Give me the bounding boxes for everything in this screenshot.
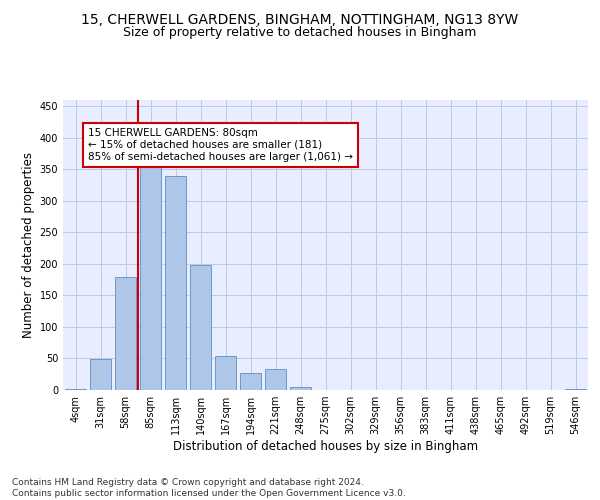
Bar — [65, 388, 86, 390]
Bar — [115, 276, 136, 390]
Bar — [190, 264, 211, 390]
Bar — [165, 176, 186, 390]
Bar — [565, 388, 586, 390]
Text: Size of property relative to detached houses in Bingham: Size of property relative to detached ho… — [124, 26, 476, 39]
Text: Contains HM Land Registry data © Crown copyright and database right 2024.
Contai: Contains HM Land Registry data © Crown c… — [12, 478, 406, 498]
Text: 15 CHERWELL GARDENS: 80sqm
← 15% of detached houses are smaller (181)
85% of sem: 15 CHERWELL GARDENS: 80sqm ← 15% of deta… — [88, 128, 353, 162]
X-axis label: Distribution of detached houses by size in Bingham: Distribution of detached houses by size … — [173, 440, 478, 453]
Bar — [290, 387, 311, 390]
Y-axis label: Number of detached properties: Number of detached properties — [22, 152, 35, 338]
Text: 15, CHERWELL GARDENS, BINGHAM, NOTTINGHAM, NG13 8YW: 15, CHERWELL GARDENS, BINGHAM, NOTTINGHA… — [82, 12, 518, 26]
Bar — [90, 359, 111, 390]
Bar — [215, 356, 236, 390]
Bar — [265, 369, 286, 390]
Bar — [240, 373, 261, 390]
Bar — [140, 158, 161, 390]
